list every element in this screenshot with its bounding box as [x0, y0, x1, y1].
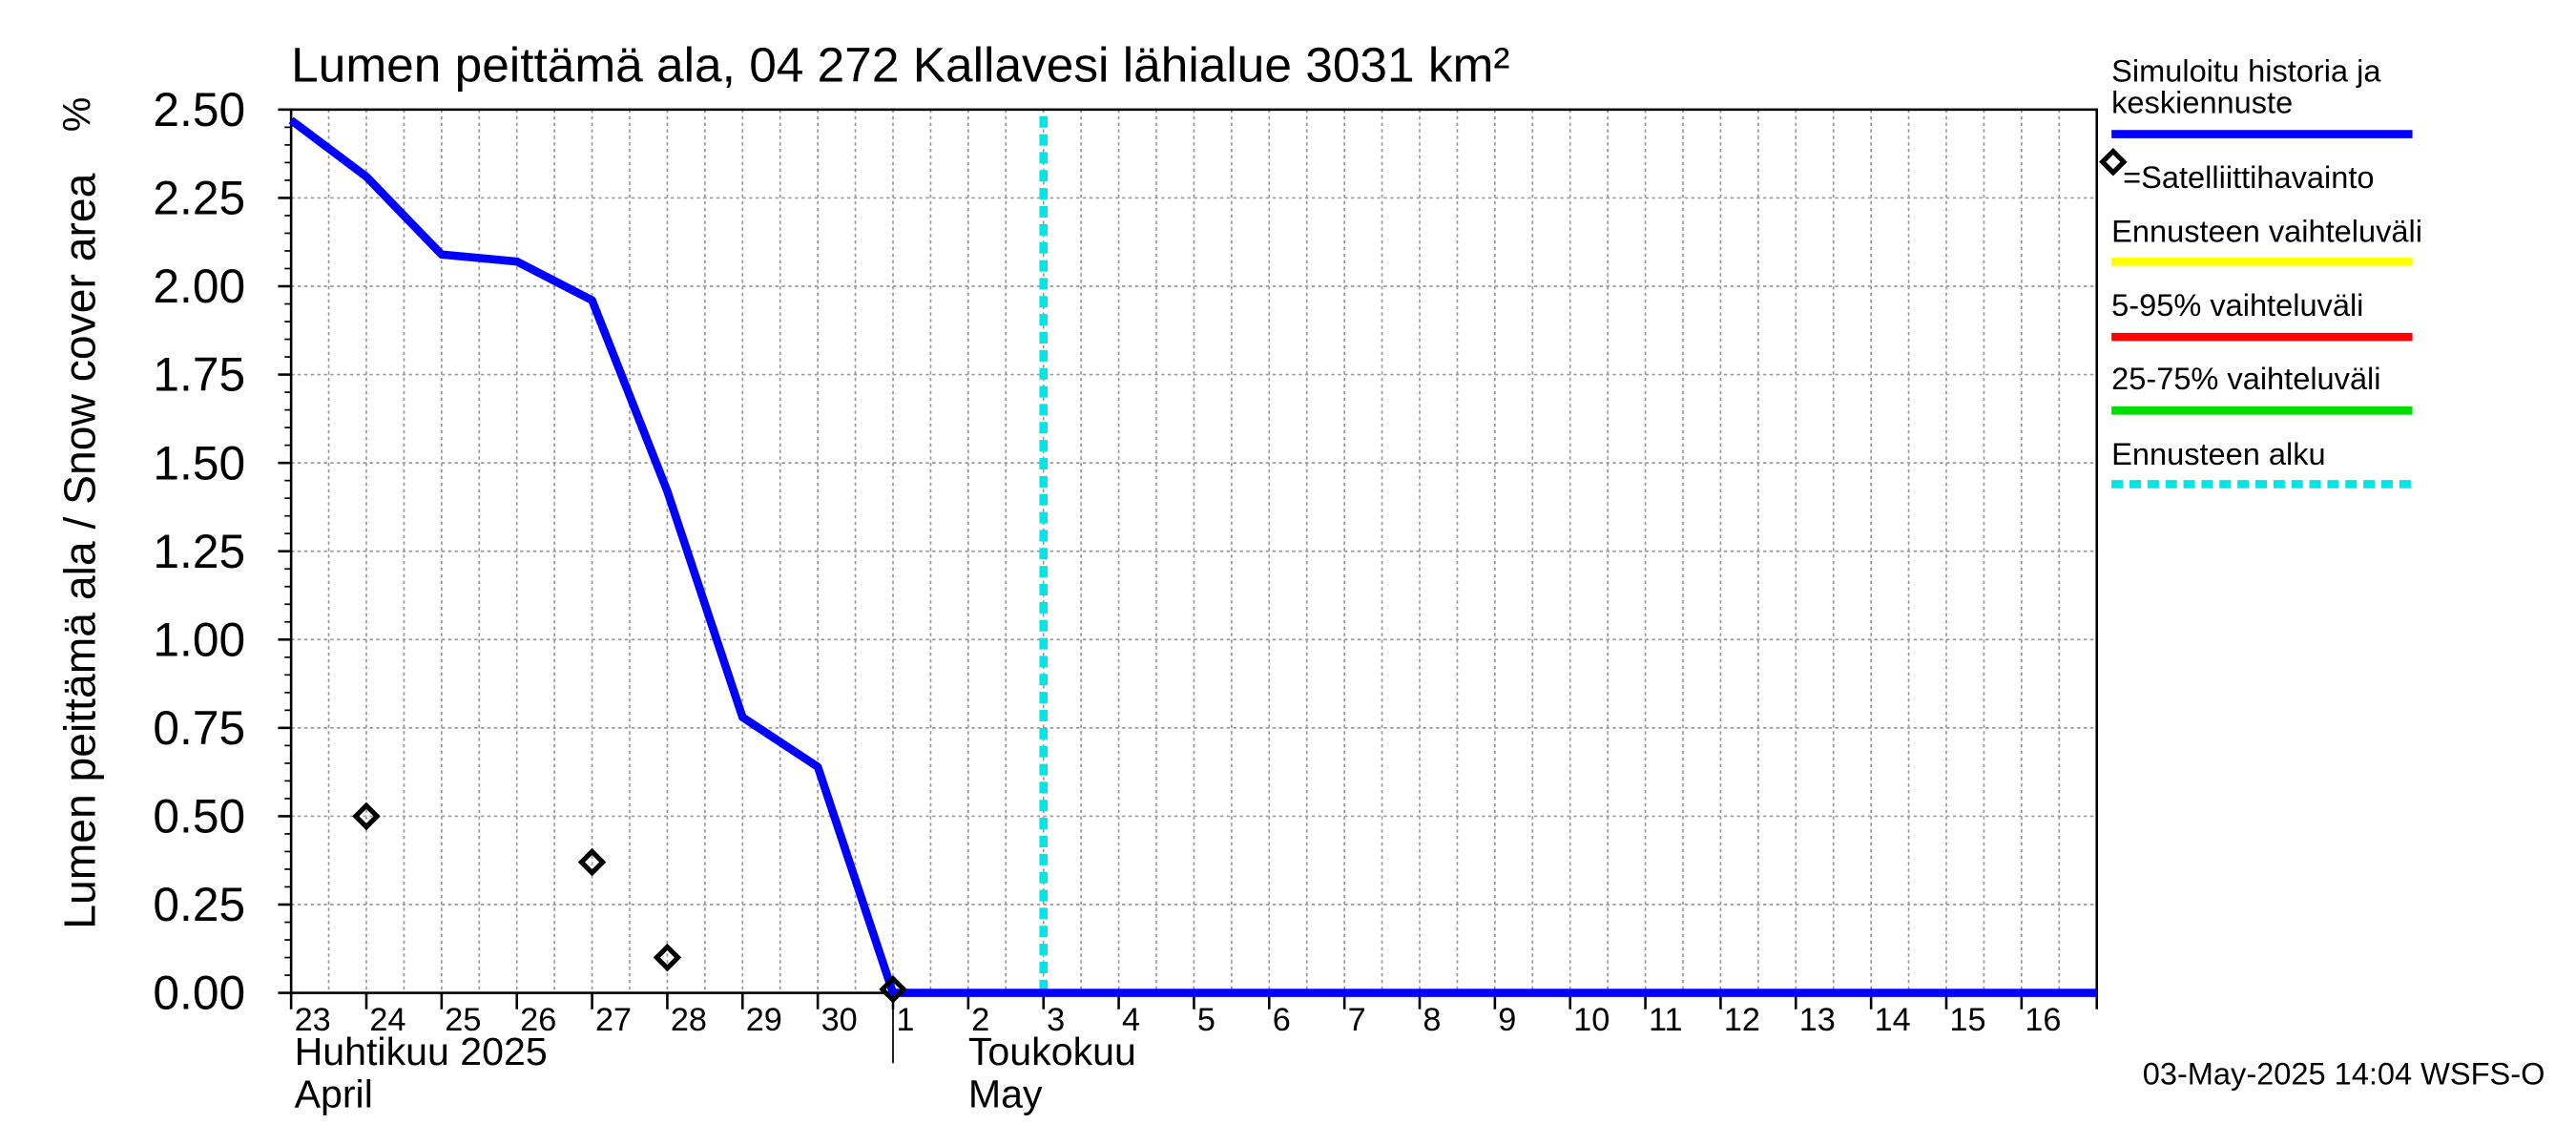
y-tick-label: 0.00 [153, 967, 245, 1020]
y-tick-label: 0.75 [153, 701, 245, 755]
y-axis-ticks: 0.00 0.25 0.50 0.75 1.00 1.25 1.50 1.75 2.00 2.25… [153, 83, 292, 1020]
x-tick-label: 6 [1273, 1002, 1291, 1038]
legend-label-simulated: Simuloitu historia ja [2111, 54, 2381, 89]
chart-marks [288, 115, 2097, 1004]
x-tick-label: 1 [896, 1002, 914, 1038]
legend-marker-satellite [2099, 147, 2128, 177]
satellite-point [879, 975, 907, 1004]
legend-label-satellite: =Satelliittihavainto [2123, 160, 2374, 195]
y-tick-label: 0.50 [153, 790, 245, 843]
y-tick-label: 0.25 [153, 878, 245, 931]
legend-label-range-5-95: 5-95% vaihteluväli [2111, 288, 2363, 323]
x-tick-label: 12 [1724, 1002, 1760, 1038]
y-tick-label: 1.50 [153, 436, 245, 489]
month-label-april-fi: Huhtikuu 2025 [295, 1030, 548, 1073]
x-tick-label: 13 [1799, 1002, 1836, 1038]
x-tick-label: 26 [520, 1002, 556, 1038]
x-tick-label: 23 [295, 1002, 331, 1038]
satellite-point [577, 847, 607, 877]
x-tick-label: 27 [595, 1002, 632, 1038]
x-tick-label: 5 [1197, 1002, 1215, 1038]
grid-lines [289, 108, 2099, 994]
legend-label-forecast-range: Ennusteen vaihteluväli [2111, 215, 2422, 249]
x-tick-label: 29 [746, 1002, 782, 1038]
month-label-may-fi: Toukokuu [968, 1030, 1136, 1073]
y-axis-label: Lumen peittämä ala / Snow cover area [54, 173, 104, 928]
x-tick-label: 10 [1573, 1002, 1610, 1038]
x-tick-label: 14 [1875, 1002, 1911, 1038]
x-tick-label: 11 [1649, 1002, 1683, 1038]
x-tick-label: 15 [1949, 1002, 1985, 1038]
timestamp: 03-May-2025 14:04 WSFS-O [2143, 1057, 2545, 1092]
month-label-april-en: April [295, 1072, 373, 1116]
x-tick-label: 16 [2025, 1002, 2061, 1038]
y-tick-label: 1.75 [153, 348, 245, 402]
x-tick-label: 24 [369, 1002, 405, 1038]
satellite-point [653, 943, 682, 972]
x-tick-label: 25 [445, 1002, 481, 1038]
legend-label-forecast-start: Ennusteen alku [2111, 437, 2326, 471]
x-axis-ticks: 23 24 25 26 27 28 29 30 1 2 3 4 5 6 7 8 9 10 11 12 13 14 15 16 [289, 992, 2099, 1064]
y-axis-unit: % [54, 97, 98, 133]
satellite-point [352, 802, 381, 831]
x-tick-label: 7 [1348, 1002, 1366, 1038]
y-tick-label: 1.00 [153, 613, 245, 666]
y-tick-label: 2.00 [153, 260, 245, 313]
x-tick-label: 28 [671, 1002, 707, 1038]
x-tick-label: 2 [971, 1002, 989, 1038]
legend-label-simulated: keskiennuste [2111, 85, 2293, 119]
chart-title: Lumen peittämä ala, 04 272 Kallavesi läh… [291, 37, 1509, 93]
month-label-may-en: May [968, 1072, 1043, 1116]
x-tick-label: 30 [821, 1002, 858, 1038]
legend-label-range-25-75: 25-75% vaihteluväli [2111, 362, 2380, 396]
y-tick-label: 1.25 [153, 525, 245, 578]
x-tick-label: 4 [1122, 1002, 1140, 1038]
x-tick-label: 8 [1423, 1002, 1441, 1038]
x-tick-label: 9 [1498, 1002, 1516, 1038]
x-tick-label: 3 [1047, 1002, 1065, 1038]
y-tick-label: 2.25 [153, 172, 245, 225]
y-tick-label: 2.50 [153, 83, 245, 136]
series-line-main [288, 116, 2097, 997]
